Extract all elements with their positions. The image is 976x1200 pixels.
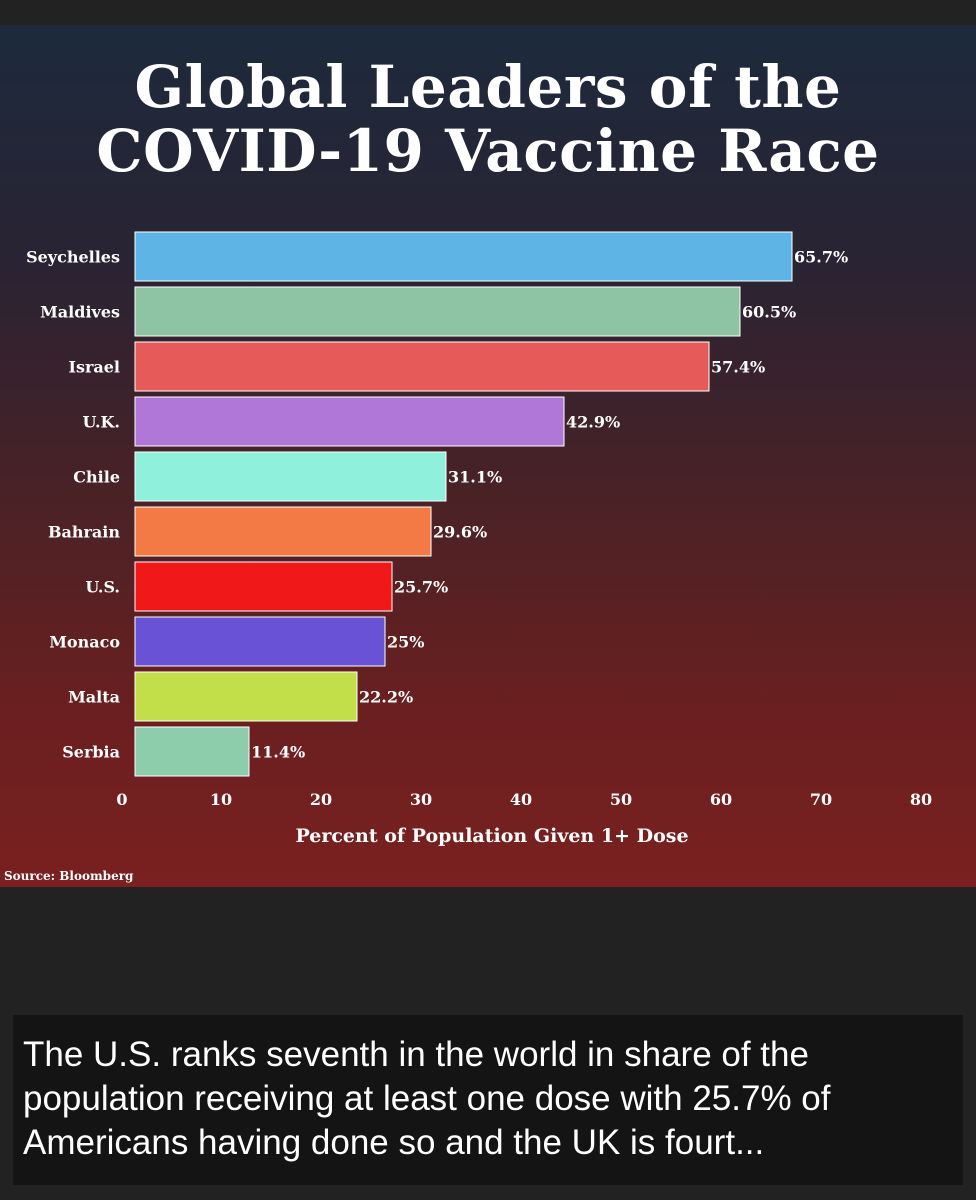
category-label-malta: Malta [68, 688, 120, 707]
chart-title: Global Leaders of the COVID-19 Vaccine R… [0, 55, 976, 183]
value-label-seychelles: 65.7% [794, 248, 848, 267]
value-label-monaco: 25% [387, 633, 424, 652]
caption-box: The U.S. ranks seventh in the world in s… [13, 1015, 963, 1185]
value-label-u-k: 42.9% [566, 413, 620, 432]
x-tick-label: 20 [310, 790, 332, 809]
value-label-israel: 57.4% [711, 358, 765, 377]
bar-israel [134, 341, 710, 392]
x-tick-label: 0 [116, 790, 127, 809]
value-label-bahrain: 29.6% [433, 523, 487, 542]
category-label-serbia: Serbia [62, 743, 120, 762]
x-tick-label: 50 [610, 790, 632, 809]
category-label-bahrain: Bahrain [48, 523, 120, 542]
bar-chile [134, 451, 447, 502]
category-label-chile: Chile [73, 468, 120, 487]
bar-monaco [134, 616, 386, 667]
bar-serbia [134, 726, 250, 777]
x-tick-label: 60 [710, 790, 732, 809]
value-label-u-s: 25.7% [394, 578, 448, 597]
title-line-1: Global Leaders of the [134, 53, 842, 121]
value-label-serbia: 11.4% [251, 743, 305, 762]
x-tick-label: 80 [910, 790, 932, 809]
bar-malta [134, 671, 358, 722]
source-note: Source: Bloomberg [4, 869, 134, 883]
bar-maldives [134, 286, 741, 337]
x-axis-title: Percent of Population Given 1+ Dose [295, 825, 688, 847]
bar-bahrain [134, 506, 432, 557]
value-label-malta: 22.2% [359, 688, 413, 707]
value-label-maldives: 60.5% [742, 303, 796, 322]
bar-seychelles [134, 231, 793, 282]
x-tick-label: 40 [510, 790, 532, 809]
x-tick-label: 70 [810, 790, 832, 809]
x-tick-label: 10 [210, 790, 232, 809]
category-label-seychelles: Seychelles [26, 248, 120, 267]
category-label-israel: Israel [68, 358, 120, 377]
category-label-monaco: Monaco [49, 633, 120, 652]
bar-u-k [134, 396, 565, 447]
category-label-u-k: U.K. [82, 413, 120, 432]
infographic: Global Leaders of the COVID-19 Vaccine R… [0, 25, 976, 887]
bar-u-s [134, 561, 393, 612]
value-label-chile: 31.1% [448, 468, 502, 487]
title-line-2: COVID-19 Vaccine Race [96, 117, 880, 185]
x-tick-label: 30 [410, 790, 432, 809]
category-label-maldives: Maldives [40, 303, 120, 322]
category-label-u-s: U.S. [85, 578, 120, 597]
caption-text: The U.S. ranks seventh in the world in s… [23, 1035, 831, 1162]
bar-chart: Seychelles 65.7% Maldives 60.5% Israel 57.4% U… [4, 231, 932, 883]
